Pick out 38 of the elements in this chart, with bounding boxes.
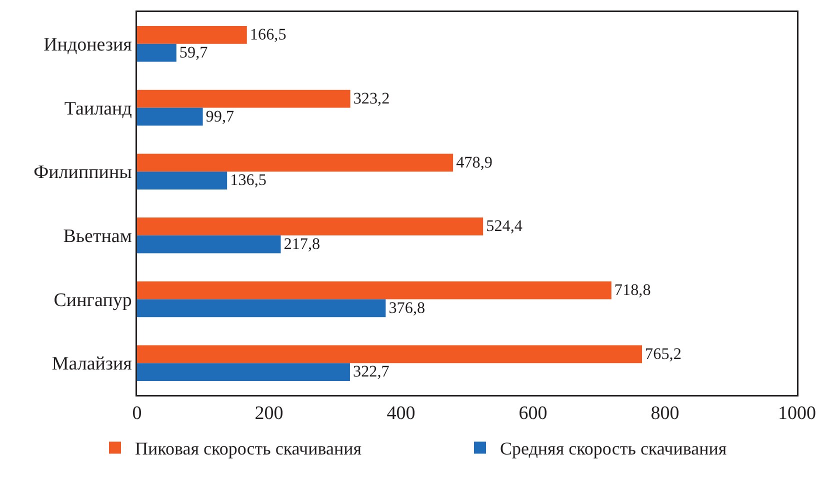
legend-label: Пиковая скорость скачивания xyxy=(135,438,362,459)
y-tick-label: Таиланд xyxy=(64,98,132,120)
y-tick-label: Малайзия xyxy=(52,354,132,375)
x-tick-label: 400 xyxy=(386,403,416,424)
bar xyxy=(137,172,228,190)
bar xyxy=(137,44,176,62)
x-tick-label: 600 xyxy=(518,403,548,424)
bar xyxy=(137,26,247,44)
bar xyxy=(137,154,454,172)
data-label: 524,4 xyxy=(486,218,522,236)
x-tick-label: 1000 xyxy=(778,403,816,424)
data-label: 322,7 xyxy=(353,364,390,381)
x-tick-label: 800 xyxy=(650,403,680,424)
data-label: 136,5 xyxy=(230,172,266,190)
data-label: 166,5 xyxy=(250,26,286,44)
bar xyxy=(137,299,386,318)
bar xyxy=(137,281,612,300)
data-label: 478,9 xyxy=(456,154,492,172)
data-label: 323,2 xyxy=(353,90,390,108)
y-tick-label: Филиппины xyxy=(34,162,132,184)
bar xyxy=(137,90,350,108)
bar xyxy=(137,363,350,381)
x-tick-label: 200 xyxy=(254,403,284,424)
y-tick-label: Сингапур xyxy=(54,290,132,311)
legend-label: Средняя скорость скачивания xyxy=(500,438,727,459)
bar xyxy=(137,108,203,126)
data-label: 718,8 xyxy=(614,282,651,299)
data-label: 99,7 xyxy=(206,108,234,126)
bar xyxy=(137,218,484,236)
data-label: 217,8 xyxy=(284,236,320,254)
x-tick-label: 0 xyxy=(132,403,142,424)
data-label: 59,7 xyxy=(179,44,208,62)
data-label: 765,2 xyxy=(645,346,682,363)
data-label: 376,8 xyxy=(388,300,426,317)
bar xyxy=(137,235,281,254)
bar xyxy=(137,345,642,364)
y-tick-label: Индонезия xyxy=(44,34,132,56)
y-tick-label: Вьетнам xyxy=(63,226,132,248)
